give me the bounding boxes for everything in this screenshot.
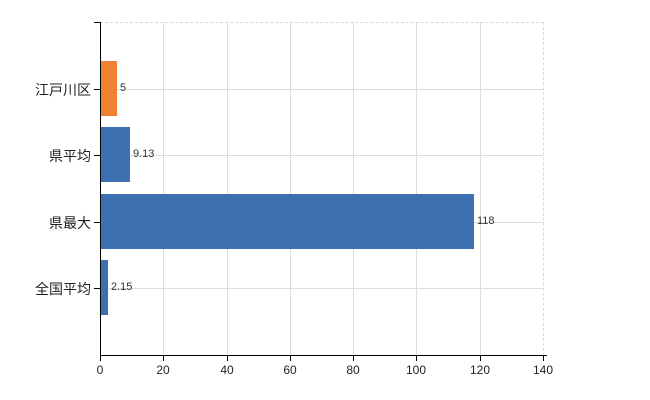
bar: [101, 127, 130, 182]
x-tick-label: 140: [532, 363, 554, 377]
x-tick-label: 120: [469, 363, 491, 377]
x-tick-label: 60: [283, 363, 297, 377]
gridline-v: [480, 22, 481, 355]
plot-area: [100, 22, 544, 356]
x-tick-mark: [416, 355, 417, 361]
y-tick-mark: [94, 155, 100, 156]
x-tick-mark: [353, 355, 354, 361]
x-tick-mark: [543, 355, 544, 361]
y-tick-mark: [94, 288, 100, 289]
value-label: 118: [477, 215, 495, 227]
gridline-h: [100, 155, 543, 156]
gridline-v: [416, 22, 417, 355]
value-label: 5: [120, 82, 127, 94]
y-axis-line: [100, 22, 101, 356]
gridline-h: [100, 89, 543, 90]
x-tick-mark: [290, 355, 291, 361]
x-tick-label: 80: [346, 363, 360, 377]
x-axis-line: [100, 355, 547, 356]
x-tick-mark: [163, 355, 164, 361]
value-label: 9.13: [133, 148, 155, 160]
category-label: 県平均: [49, 148, 91, 164]
value-label: 2.15: [111, 281, 133, 293]
gridline-h: [100, 288, 543, 289]
x-tick-label: 0: [96, 363, 104, 377]
x-tick-label: 20: [156, 363, 170, 377]
y-tick-mark: [94, 222, 100, 223]
x-tick-mark: [227, 355, 228, 361]
y-tick-mark: [94, 89, 100, 90]
x-tick-mark: [100, 355, 101, 361]
gridline-v: [163, 22, 164, 355]
category-label: 江戸川区: [35, 82, 91, 98]
x-tick-label: 100: [405, 363, 427, 377]
y-tick-mark: [94, 22, 100, 23]
gridline-v: [227, 22, 228, 355]
category-label: 県最大: [49, 215, 91, 231]
bar: [101, 260, 108, 315]
category-label: 全国平均: [35, 281, 91, 297]
x-tick-label: 40: [220, 363, 234, 377]
bar: [101, 194, 474, 249]
gridline-v: [353, 22, 354, 355]
x-tick-mark: [480, 355, 481, 361]
gridline-v: [290, 22, 291, 355]
bar: [101, 61, 117, 116]
